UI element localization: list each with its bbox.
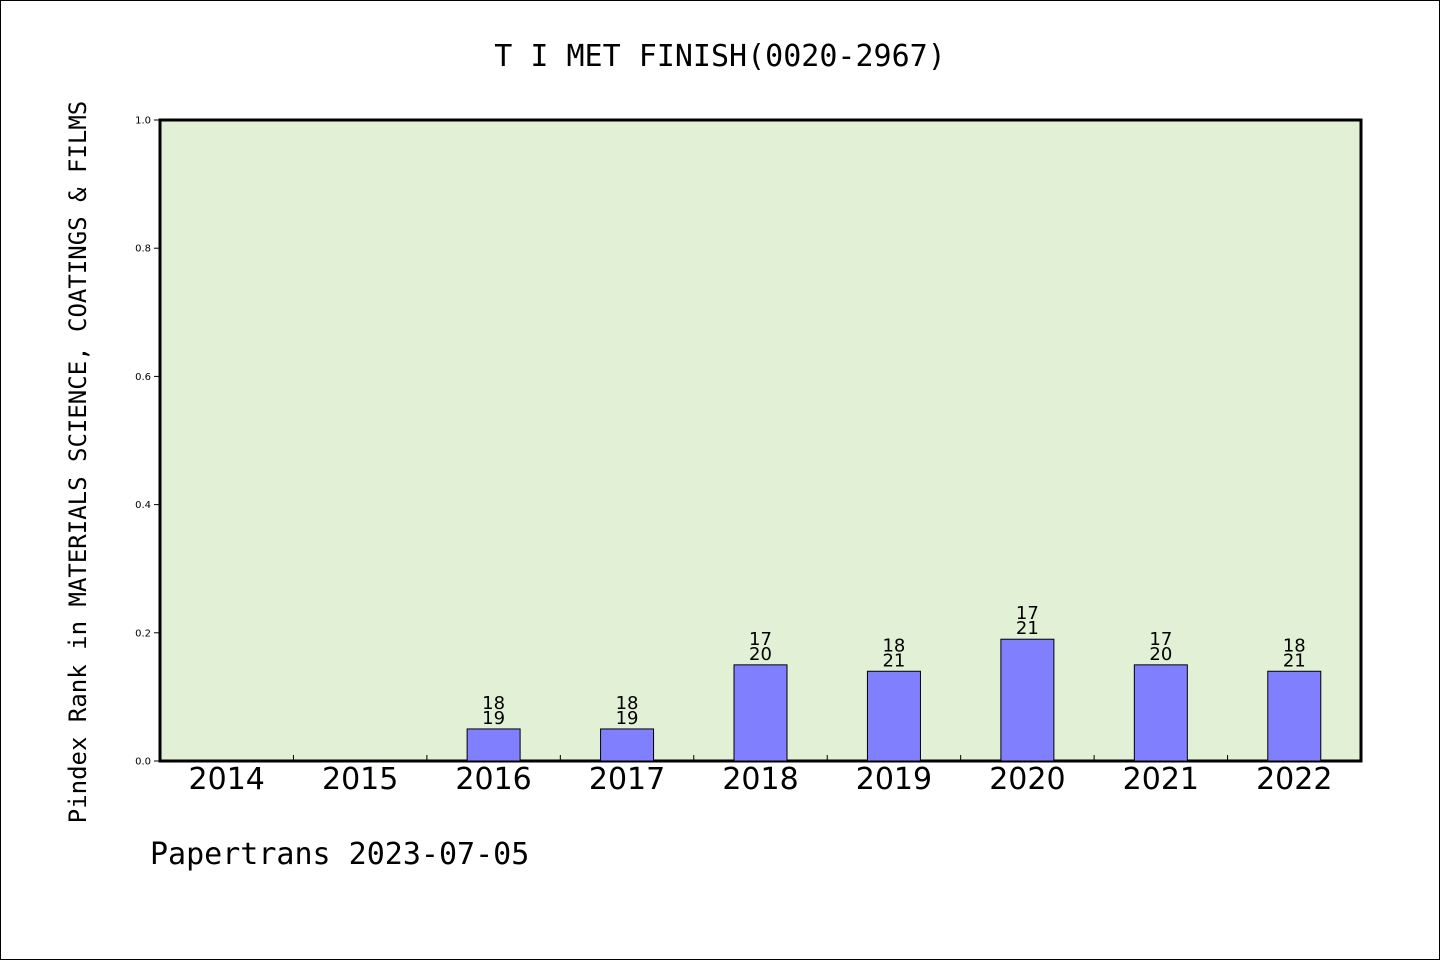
- x-tick-label: 2020: [989, 762, 1065, 797]
- bar: [466, 728, 521, 762]
- chart-title: T I MET FINISH(0020-2967): [494, 39, 946, 74]
- x-tick-label: 2016: [455, 762, 531, 797]
- x-tick-label: 2022: [1256, 762, 1332, 797]
- bar-label-top: 18: [616, 693, 639, 714]
- x-axis-ticks: 2014 2015 2016 2017 2018 2019 2020 2021 2022: [189, 762, 1333, 797]
- y-tick-label: 1.0: [135, 116, 151, 127]
- y-tick-label: 0.4: [135, 500, 151, 511]
- x-tick-label: 2015: [322, 762, 398, 797]
- bar-label-bottom: 21: [1016, 618, 1039, 639]
- footer-credit: Papertrans 2023-07-05: [150, 837, 529, 872]
- y-tick-label: 0.2: [135, 628, 151, 639]
- bar-label-bottom: 19: [482, 708, 505, 729]
- bar-label-bottom: 21: [882, 650, 905, 671]
- y-axis-label: Pindex Rank in MATERIALS SCIENCE, COATIN…: [64, 101, 92, 823]
- bar-label-bottom: 21: [1283, 650, 1306, 671]
- bar-label-top: 18: [882, 635, 905, 656]
- bar-label-bottom: 20: [749, 644, 772, 665]
- x-tick-label: 2021: [1123, 762, 1199, 797]
- x-tick-label: 2014: [189, 762, 265, 797]
- x-axis-separators: [292, 755, 1229, 761]
- bar: [733, 664, 788, 762]
- y-tick-label: 0.0: [135, 757, 151, 768]
- bar-label-bottom: 19: [616, 708, 639, 729]
- x-tick-label: 2017: [589, 762, 665, 797]
- y-tick-label: 0.8: [135, 244, 151, 255]
- x-tick-label: 2019: [856, 762, 932, 797]
- bar-label-top: 17: [1016, 603, 1039, 624]
- bar: [866, 670, 921, 762]
- bar-label-top: 18: [482, 693, 505, 714]
- bar-label-bottom: 20: [1149, 644, 1172, 665]
- y-axis-ticks: 0.0 0.2 0.4 0.6 0.8 1.0: [135, 116, 160, 768]
- bar-label-top: 17: [1149, 629, 1172, 650]
- plot-area: [158, 118, 1363, 763]
- bar-label-top: 18: [1283, 635, 1306, 656]
- bar: [600, 728, 655, 762]
- bar: [1133, 664, 1188, 762]
- bar: [1000, 638, 1055, 762]
- x-tick-label: 2018: [722, 762, 798, 797]
- bar: [1267, 670, 1322, 762]
- bars: [466, 638, 1322, 762]
- bar-label-top: 17: [749, 629, 772, 650]
- y-tick-label: 0.6: [135, 372, 151, 383]
